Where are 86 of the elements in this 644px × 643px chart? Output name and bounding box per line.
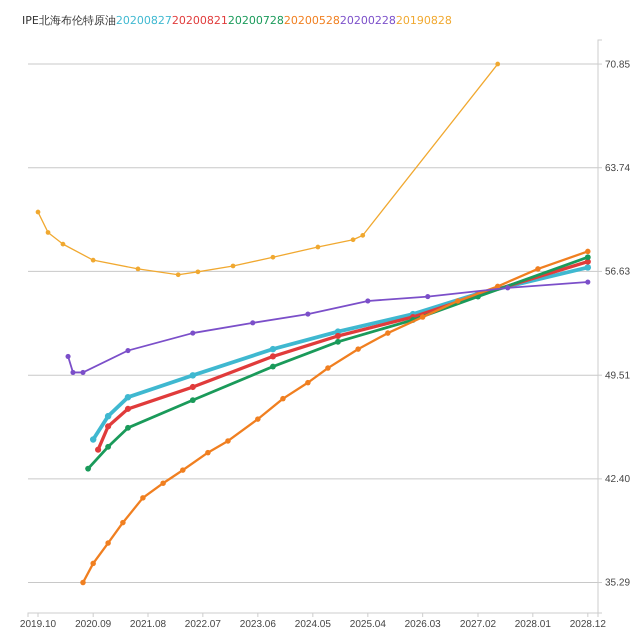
point bbox=[360, 233, 366, 238]
point bbox=[305, 380, 311, 386]
point bbox=[270, 346, 276, 352]
point bbox=[176, 272, 181, 278]
point bbox=[125, 348, 131, 354]
y-tick-label: 35.29 bbox=[605, 578, 630, 589]
point bbox=[584, 264, 592, 271]
point bbox=[90, 560, 96, 566]
point bbox=[105, 444, 112, 450]
point bbox=[46, 230, 50, 235]
point bbox=[190, 384, 196, 390]
point bbox=[60, 242, 66, 246]
y-tick-label: 42.40 bbox=[605, 474, 630, 486]
point bbox=[85, 466, 92, 472]
point bbox=[70, 370, 76, 375]
point bbox=[104, 412, 112, 420]
chart-title: IPE北海布伦特原油 bbox=[22, 14, 116, 27]
point bbox=[160, 480, 166, 486]
point bbox=[270, 254, 276, 260]
text: 20200821 bbox=[172, 14, 228, 27]
point bbox=[335, 338, 341, 345]
point bbox=[355, 346, 361, 352]
point bbox=[80, 370, 86, 375]
point bbox=[316, 244, 320, 250]
x-tick-label: 2027.02 bbox=[460, 619, 496, 630]
point bbox=[350, 237, 356, 242]
point bbox=[270, 353, 276, 360]
point bbox=[90, 436, 96, 443]
text: 20190828 bbox=[396, 14, 452, 27]
point bbox=[585, 248, 591, 254]
text: 20200827 bbox=[116, 14, 172, 27]
point bbox=[250, 320, 256, 326]
x-tick-label: 2024.05 bbox=[294, 619, 332, 630]
text: 20200728 bbox=[228, 14, 284, 27]
point bbox=[385, 330, 391, 336]
x-tick-label: 2028.12 bbox=[570, 619, 606, 630]
point bbox=[105, 540, 111, 546]
y-tick-label: 56.63 bbox=[605, 266, 630, 278]
point bbox=[124, 406, 132, 412]
point bbox=[425, 294, 430, 300]
point bbox=[205, 450, 211, 456]
point bbox=[190, 397, 196, 404]
point bbox=[584, 254, 591, 260]
point bbox=[365, 298, 370, 304]
x-tick-label: 2021.08 bbox=[130, 619, 167, 630]
point bbox=[190, 372, 196, 379]
x-tick-label: 2019.10 bbox=[20, 619, 57, 630]
x-tick-label: 2026.03 bbox=[404, 619, 442, 630]
point bbox=[230, 264, 236, 268]
text: 20200528 bbox=[284, 14, 340, 27]
x-tick-label: 2023.06 bbox=[240, 619, 276, 630]
x-tick-label: 2028.01 bbox=[514, 619, 552, 630]
point bbox=[280, 396, 286, 402]
point bbox=[505, 285, 510, 290]
point bbox=[325, 365, 331, 371]
point bbox=[420, 314, 426, 320]
y-tick-label: 49.51 bbox=[605, 370, 630, 382]
point bbox=[80, 580, 86, 586]
point bbox=[140, 495, 146, 501]
x-tick-label: 2022.07 bbox=[184, 619, 222, 630]
point bbox=[196, 269, 200, 274]
point bbox=[90, 258, 96, 263]
point bbox=[334, 332, 342, 340]
x-tick-label: 2020.09 bbox=[75, 619, 112, 630]
point bbox=[255, 416, 261, 422]
text: 20200228 bbox=[340, 14, 396, 27]
y-tick-label: 63.74 bbox=[605, 162, 630, 174]
point bbox=[95, 446, 102, 453]
point bbox=[225, 438, 231, 444]
point bbox=[65, 354, 71, 359]
point bbox=[120, 520, 126, 526]
point bbox=[125, 424, 131, 431]
point bbox=[495, 62, 500, 66]
point bbox=[455, 298, 461, 304]
point bbox=[124, 394, 132, 400]
point bbox=[190, 330, 196, 336]
point bbox=[180, 467, 186, 473]
point bbox=[105, 423, 112, 430]
point bbox=[36, 210, 40, 214]
point bbox=[136, 266, 140, 272]
point bbox=[305, 312, 310, 317]
point bbox=[535, 266, 541, 272]
x-tick-label: 2025.04 bbox=[350, 619, 386, 630]
y-tick-label: 70.85 bbox=[605, 59, 630, 70]
point bbox=[585, 279, 590, 285]
point bbox=[270, 364, 276, 370]
